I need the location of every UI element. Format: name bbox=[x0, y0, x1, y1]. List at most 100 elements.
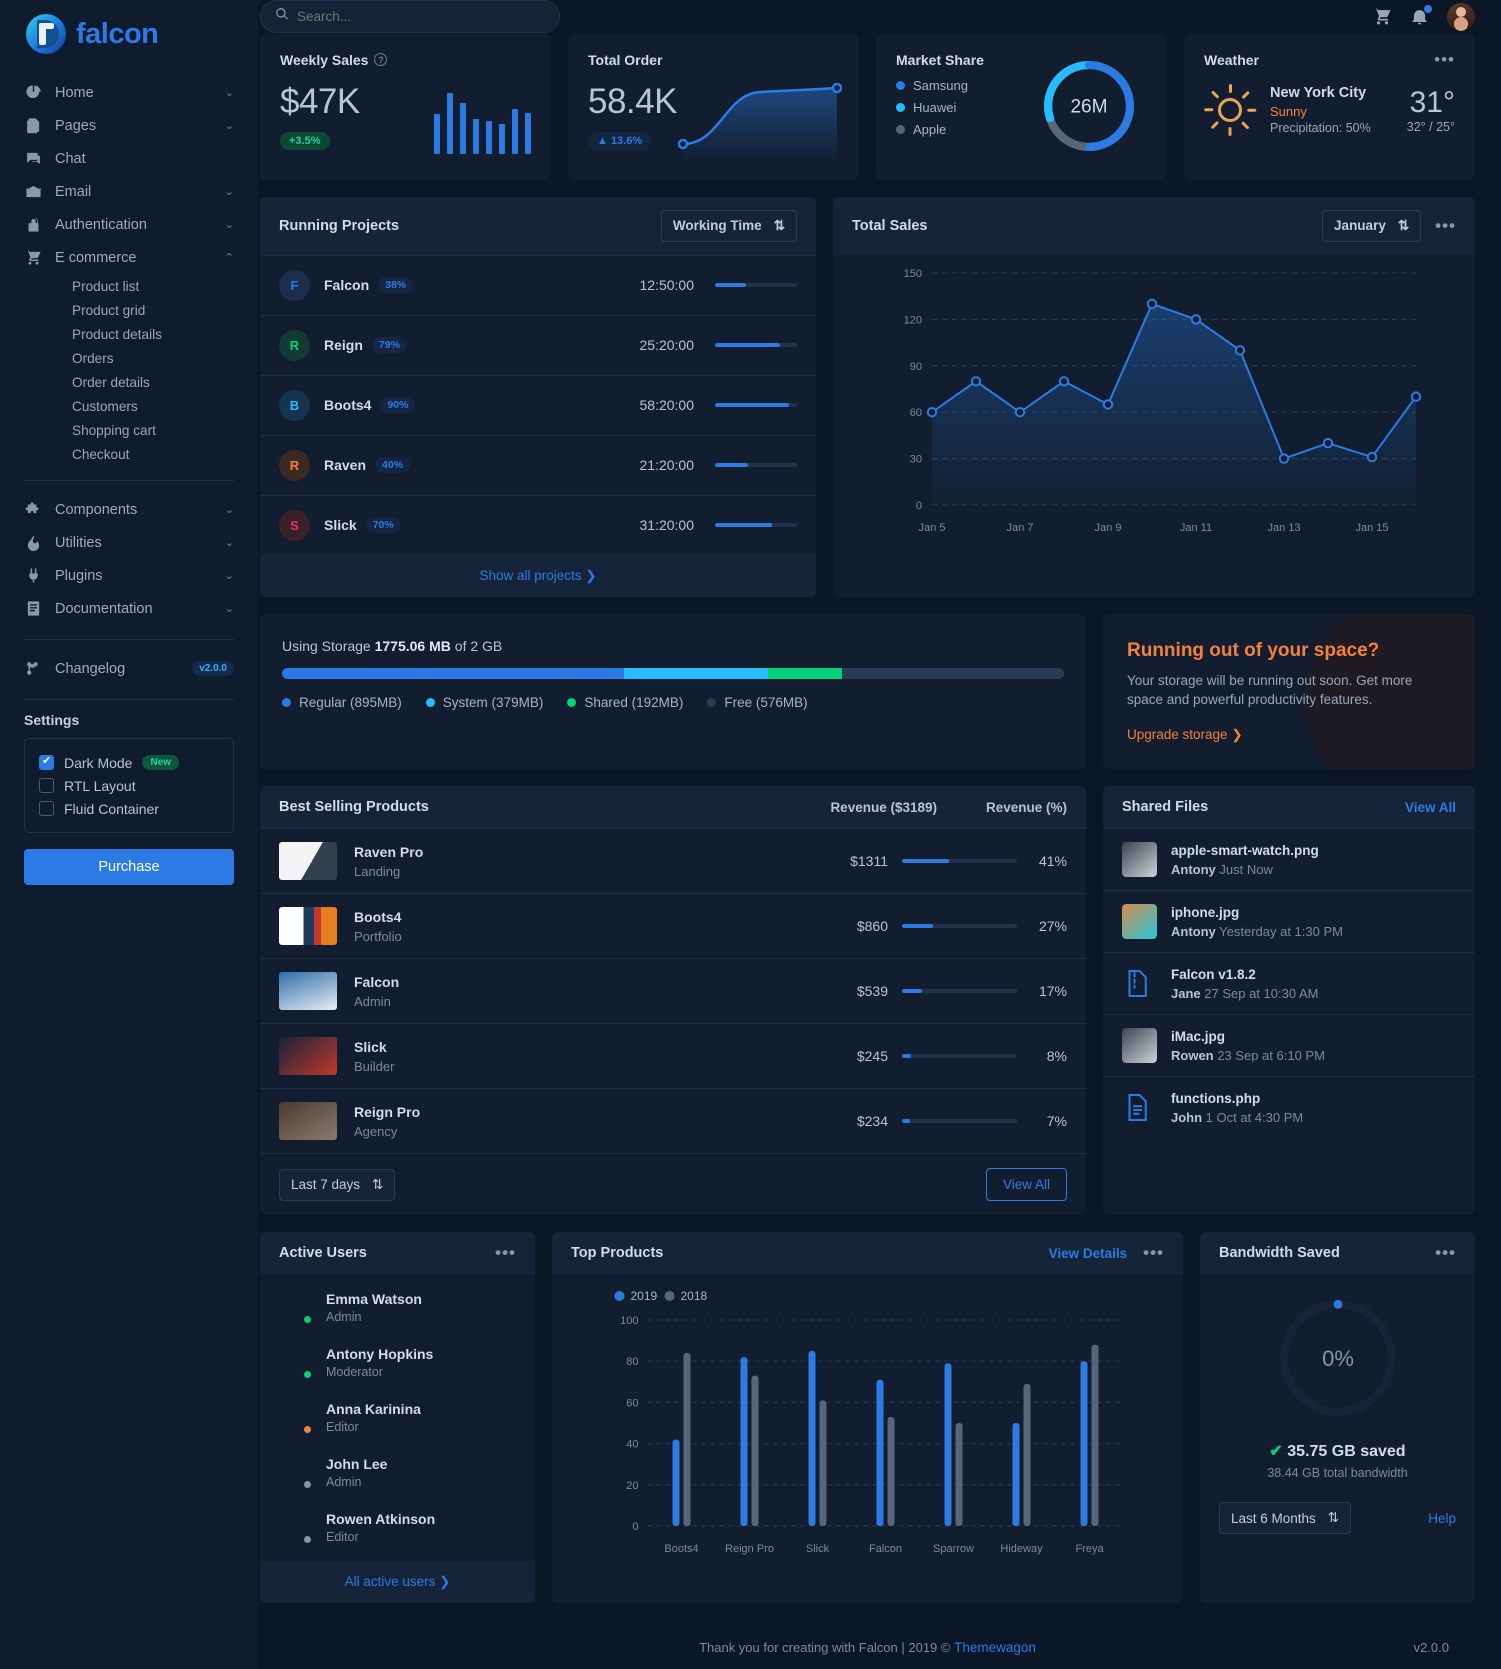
project-time: 25:20:00 bbox=[639, 337, 695, 354]
fluid-checkbox[interactable] bbox=[39, 801, 54, 816]
legend-dot-icon bbox=[896, 124, 905, 134]
sidebar-item-components[interactable]: Components ⌄ bbox=[24, 493, 234, 526]
sidebar-item-chat[interactable]: Chat bbox=[24, 142, 234, 175]
table-row[interactable]: Slick Builder $245 8% bbox=[260, 1023, 1086, 1088]
sidebar-item-plugins[interactable]: Plugins ⌄ bbox=[24, 559, 234, 592]
sidebar-item-changelog[interactable]: Changelog v2.0.0 bbox=[24, 652, 234, 685]
chevron-icon[interactable]: ⌄ bbox=[224, 219, 234, 231]
list-item[interactable]: Rowen Atkinson Editor bbox=[260, 1500, 535, 1555]
list-item[interactable]: iphone.jpg Antony Yesterday at 1:30 PM bbox=[1103, 890, 1475, 952]
sidebar-subitem-product-details[interactable]: Product details bbox=[72, 326, 162, 342]
chevron-icon[interactable]: ⌄ bbox=[224, 120, 234, 132]
setting-dark-mode[interactable]: Dark Mode New bbox=[39, 751, 219, 774]
spark-bar bbox=[460, 103, 466, 154]
shared-files-view-all[interactable]: View All bbox=[1404, 799, 1456, 815]
sidebar-item-home[interactable]: Home ⌄ bbox=[24, 76, 234, 109]
show-all-projects-link[interactable]: Show all projects ❯ bbox=[260, 554, 816, 597]
list-item[interactable]: iMac.jpg Rowen 23 Sep at 6:10 PM bbox=[1103, 1014, 1475, 1076]
sidebar-item-email[interactable]: Email ⌄ bbox=[24, 175, 234, 208]
sidebar-item-e-commerce[interactable]: E commerce ⌃ bbox=[24, 241, 234, 274]
svg-text:Jan 11: Jan 11 bbox=[1180, 522, 1212, 534]
ellipsis-icon[interactable]: ••• bbox=[1435, 215, 1456, 235]
table-row[interactable]: Falcon Admin $539 17% bbox=[260, 958, 1086, 1023]
rtl-checkbox[interactable] bbox=[39, 778, 54, 793]
legend-dot-icon bbox=[707, 697, 717, 707]
legend-item: Free (576MB) bbox=[707, 695, 808, 710]
table-row[interactable]: B Boots4 90% 58:20:00 bbox=[260, 374, 816, 435]
sidebar-item-documentation[interactable]: Documentation ⌄ bbox=[24, 592, 234, 625]
legend-item: Regular (895MB) bbox=[282, 695, 402, 710]
ellipsis-icon[interactable]: ••• bbox=[1434, 49, 1455, 69]
setting-rtl-layout[interactable]: RTL Layout bbox=[39, 774, 219, 797]
sidebar-subitem-customers[interactable]: Customers bbox=[72, 398, 138, 414]
chevron-icon[interactable]: ⌄ bbox=[224, 504, 234, 516]
list-item[interactable]: Emma Watson Admin bbox=[260, 1280, 535, 1335]
help-icon[interactable]: ? bbox=[374, 53, 388, 67]
setting-fluid-container[interactable]: Fluid Container bbox=[39, 797, 219, 820]
spark-bar bbox=[447, 92, 453, 154]
active-users-title: Active Users bbox=[279, 1245, 367, 1261]
dark-mode-checkbox[interactable] bbox=[39, 754, 54, 770]
table-row[interactable]: F Falcon 38% 12:50:00 bbox=[260, 254, 816, 315]
chevron-icon[interactable]: ⌄ bbox=[224, 570, 234, 582]
ellipsis-icon[interactable]: ••• bbox=[1435, 1243, 1456, 1262]
sidebar-subitem-shopping-cart[interactable]: Shopping cart bbox=[72, 422, 156, 438]
working-time-select[interactable]: Working Time ⇅ bbox=[660, 209, 797, 242]
search-input[interactable] bbox=[297, 9, 545, 25]
user-role: Editor bbox=[326, 1530, 359, 1544]
table-row[interactable]: R Raven 40% 21:20:00 bbox=[260, 434, 816, 495]
list-item[interactable]: apple-smart-watch.png Antony Just Now bbox=[1103, 828, 1475, 890]
table-row[interactable]: R Reign 79% 25:20:00 bbox=[260, 314, 816, 375]
product-category: Agency bbox=[354, 1123, 398, 1139]
sidebar-subitem-product-list[interactable]: Product list bbox=[72, 278, 140, 294]
help-link[interactable]: Help bbox=[1428, 1510, 1456, 1526]
sidebar-item-utilities[interactable]: Utilities ⌄ bbox=[24, 526, 234, 559]
bottom-row: Active Users ••• Emma Watson Admin Antony … bbox=[260, 1232, 1475, 1603]
sidebar-subitem-product-grid[interactable]: Product grid bbox=[72, 302, 146, 318]
chevron-icon[interactable]: ⌄ bbox=[224, 87, 234, 99]
ellipsis-icon[interactable]: ••• bbox=[1143, 1243, 1164, 1262]
table-row[interactable]: Raven Pro Landing $1311 41% bbox=[260, 828, 1086, 893]
chevron-icon[interactable]: ⌃ bbox=[224, 252, 234, 264]
footer: Thank you for creating with Falcon | 201… bbox=[260, 1620, 1475, 1669]
table-row[interactable]: Boots4 Portfolio $860 27% bbox=[260, 893, 1086, 958]
user-role: Admin bbox=[326, 1475, 362, 1489]
project-time: 12:50:00 bbox=[639, 277, 695, 294]
sidebar-subitem-orders[interactable]: Orders bbox=[72, 350, 114, 366]
list-item[interactable]: Falcon v1.8.2 Jane 27 Sep at 10:30 AM bbox=[1103, 952, 1475, 1014]
list-item[interactable]: Anna Karinina Editor bbox=[260, 1390, 535, 1445]
sun-ray bbox=[1210, 90, 1220, 99]
bell-icon[interactable] bbox=[1410, 5, 1432, 26]
sidebar-item-authentication[interactable]: Authentication ⌄ bbox=[24, 208, 234, 241]
list-item[interactable]: John Lee Admin bbox=[260, 1445, 535, 1500]
footer-link[interactable]: Themewagon bbox=[954, 1640, 1036, 1655]
date-range-select[interactable]: Last 7 days ⇅ bbox=[279, 1168, 396, 1201]
cart-icon[interactable] bbox=[1373, 7, 1392, 26]
svg-text:20: 20 bbox=[626, 1480, 638, 1492]
view-all-button[interactable]: View All bbox=[985, 1168, 1067, 1201]
ellipsis-icon[interactable]: ••• bbox=[495, 1243, 516, 1262]
list-item[interactable]: functions.php John 1 Oct at 4:30 PM bbox=[1103, 1076, 1475, 1138]
product-revenue-bar bbox=[902, 924, 1017, 928]
brand-logo-area[interactable]: falcon bbox=[24, 0, 234, 68]
bandwidth-range-select[interactable]: Last 6 Months ⇅ bbox=[1219, 1502, 1352, 1534]
table-row[interactable]: S Slick 70% 31:20:00 bbox=[260, 494, 816, 555]
shared-files-list: apple-smart-watch.png Antony Just Now ipho… bbox=[1103, 828, 1475, 1138]
sidebar-item-pages[interactable]: Pages ⌄ bbox=[24, 109, 234, 142]
sidebar-subitem-order-details[interactable]: Order details bbox=[72, 374, 150, 390]
product-name: Raven Pro bbox=[354, 843, 424, 860]
chevron-icon[interactable]: ⌄ bbox=[224, 603, 234, 615]
all-active-users-link[interactable]: All active users ❯ bbox=[260, 1561, 535, 1603]
chevron-icon[interactable]: ⌄ bbox=[224, 186, 234, 198]
purchase-button[interactable]: Purchase bbox=[24, 849, 234, 885]
chevron-icon[interactable]: ⌄ bbox=[224, 537, 234, 549]
list-item[interactable]: Antony Hopkins Moderator bbox=[260, 1335, 535, 1390]
select-value: Working Time bbox=[672, 218, 762, 234]
month-select[interactable]: January ⇅ bbox=[1322, 209, 1422, 242]
sidebar-subitem-checkout[interactable]: Checkout bbox=[72, 446, 130, 462]
table-row[interactable]: Reign Pro Agency $234 7% bbox=[260, 1088, 1086, 1153]
search-box[interactable] bbox=[260, 0, 560, 34]
avatar[interactable] bbox=[1447, 2, 1475, 31]
view-details-link[interactable]: View Details bbox=[1048, 1245, 1128, 1261]
upgrade-storage-link[interactable]: Upgrade storage ❯ bbox=[1127, 727, 1243, 742]
